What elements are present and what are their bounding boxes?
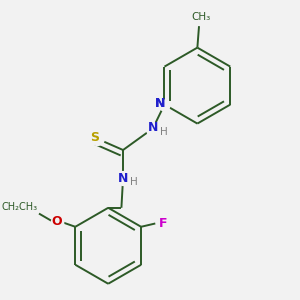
- Text: F: F: [159, 217, 168, 230]
- Text: N: N: [118, 172, 128, 184]
- Point: [55, 219, 59, 224]
- Text: CH₃: CH₃: [191, 12, 210, 22]
- Text: N: N: [155, 98, 165, 110]
- Point: [162, 102, 167, 107]
- Text: H: H: [130, 177, 138, 187]
- Text: CH₂CH₃: CH₂CH₃: [1, 202, 37, 212]
- Text: S: S: [91, 131, 100, 144]
- Text: N: N: [148, 121, 158, 134]
- Point: [94, 136, 99, 141]
- Text: N: N: [155, 98, 165, 110]
- Text: H: H: [160, 127, 168, 137]
- Text: O: O: [52, 215, 62, 228]
- Point: [121, 176, 125, 181]
- Point: [150, 126, 155, 131]
